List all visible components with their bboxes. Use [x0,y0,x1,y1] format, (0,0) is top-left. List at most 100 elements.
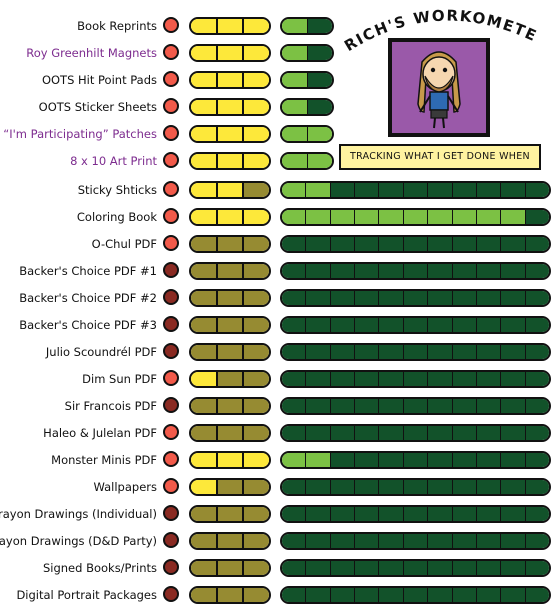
progress-segment [330,588,356,602]
progress-segment [379,399,404,413]
progress-segment [452,183,477,197]
stage-meter [189,262,271,280]
status-dot [163,181,179,197]
progress-segment [525,480,549,494]
progress-segment [501,480,526,494]
progress-segment [452,345,477,359]
item-label: Dim Sun PDF [82,372,157,386]
progress-segment [379,372,404,386]
progress-segment [282,154,308,168]
stage-meter [189,289,271,307]
item-label: O-Chul PDF [91,237,157,251]
stage-segment [191,127,218,141]
progress-segment [306,453,331,467]
stage-segment [244,480,269,494]
stage-segment [191,183,218,197]
stage-segment [244,291,269,305]
stage-meter [189,424,271,442]
progress-segment [355,453,380,467]
progress-segment [307,46,332,60]
stage-segment [217,453,245,467]
progress-segment [428,480,453,494]
progress-segment [306,426,331,440]
progress-segment [306,210,331,224]
progress-segment [452,318,477,332]
progress-segment [452,426,477,440]
item-label: Julio Scoundrél PDF [45,345,157,359]
progress-segment [452,534,477,548]
progress-segment [501,453,526,467]
progress-segment [428,264,453,278]
item-label: OOTS Sticker Sheets [38,100,157,114]
progress-track [280,343,551,361]
stage-meter [189,505,271,523]
stage-segment [244,588,269,602]
item-label: Backer's Choice PDF #3 [19,318,157,332]
stage-segment [244,46,269,60]
progress-segment [476,183,502,197]
progress-segment [282,318,307,332]
stage-segment [191,210,218,224]
progress-segment [355,426,380,440]
stage-segment [244,507,269,521]
progress-segment [476,453,502,467]
progress-segment [403,507,429,521]
stage-meter [189,208,271,226]
status-dot [163,208,179,224]
status-dot [163,235,179,251]
progress-segment [525,399,549,413]
progress-segment [452,210,477,224]
item-label: Crayon Drawings (D&D Party) [0,534,157,548]
stage-segment [191,73,218,87]
stage-meter [189,559,271,577]
progress-segment [379,453,404,467]
progress-segment [306,588,331,602]
progress-segment [501,345,526,359]
progress-segment [403,345,429,359]
progress-segment [525,345,549,359]
progress-segment [379,345,404,359]
progress-segment [282,399,307,413]
status-dot [163,262,179,278]
stage-meter [189,125,271,143]
stage-segment [191,19,218,33]
table-row: Dim Sun PDF [0,366,554,393]
progress-segment [403,183,429,197]
stage-segment [217,399,245,413]
status-dot [163,505,179,521]
stage-segment [217,264,245,278]
item-label: Haleo & Julelan PDF [43,426,157,440]
progress-track [280,478,551,496]
status-dot [163,451,179,467]
status-dot [163,532,179,548]
progress-segment [379,588,404,602]
stage-meter [189,152,271,170]
progress-segment [501,264,526,278]
item-label: Sticky Shticks [77,183,157,197]
item-label: Backer's Choice PDF #1 [19,264,157,278]
progress-segment [525,210,549,224]
progress-segment [476,318,502,332]
progress-segment [306,480,331,494]
item-label: Sir Francois PDF [64,399,157,413]
table-row: OOTS Hit Point Pads [0,67,554,94]
progress-segment [282,507,307,521]
stage-segment [244,100,269,114]
progress-track [280,316,551,334]
progress-segment [428,399,453,413]
stage-segment [244,210,269,224]
progress-segment [379,426,404,440]
stage-segment [191,154,218,168]
progress-segment [379,291,404,305]
progress-track [280,424,551,442]
stage-segment [217,210,245,224]
progress-segment [379,264,404,278]
progress-segment [355,345,380,359]
table-row: O-Chul PDF [0,231,554,258]
stage-segment [217,426,245,440]
progress-segment [330,399,356,413]
progress-segment [379,507,404,521]
stage-segment [191,237,218,251]
stage-segment [244,399,269,413]
progress-segment [452,561,477,575]
